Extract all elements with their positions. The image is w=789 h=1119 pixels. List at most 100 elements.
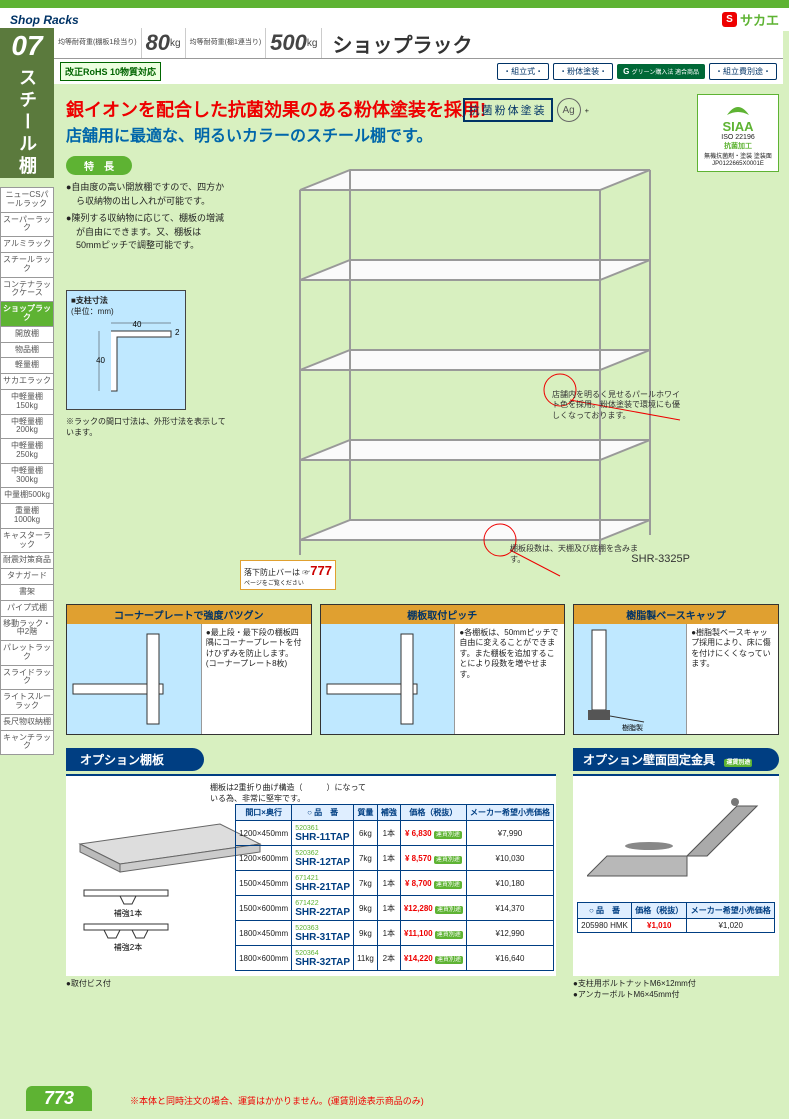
spec-per-unit-val: 500 [270,30,307,56]
siaa-title: SIAA [722,119,753,134]
svg-text:40: 40 [96,356,105,365]
side-tab[interactable]: 書架 [0,584,54,601]
ag-plus: + [585,106,589,115]
opt-list: ¥7,990 [467,821,554,846]
opt-col: メーカー希望小売価格 [467,805,554,821]
side-tab[interactable]: スライドラック [0,665,54,691]
spec-per-unit-label: 均等耐荷重(棚1連当り) [190,39,262,47]
svg-text:補強1本: 補強1本 [114,908,142,918]
brand-name: サカエ [740,10,779,29]
siaa-detail: 無機抗菌剤・塗装 塗装面 [704,154,772,160]
opt-mass: 7kg [354,846,378,871]
side-tab[interactable]: タナガード [0,568,54,585]
svg-text:40: 40 [133,320,142,329]
side-tab[interactable]: 中軽量棚250kg [0,438,54,464]
opt-price: ¥12,280 運賃別途 [400,896,466,921]
opt2-col-list: メーカー希望小売価格 [687,903,775,919]
feature-item: ●自由度の高い開放棚ですので、四方から収納物の出し入れが可能です。 [66,181,226,208]
opt2-price: ¥1,010 [632,919,687,933]
panel-ill-3: 樹脂製 [574,624,687,734]
hero-copy: 銀イオンを配合した抗菌効果のある粉体塗装を採用! 店舗用に最適な、明るいカラーの… [66,96,486,146]
option-wall-foot: ●支柱用ボルトナットM6×12mm付 ●アンカーボルトM6×45mm付 [573,978,779,1000]
opt2-col-model: ○ 品 番 [578,903,632,919]
side-tab[interactable]: ニューCSパールラック [0,187,54,213]
opt-size: 1500×600mm [236,896,292,921]
hero-line2: 店舗用に最適な、明るいカラーのスチール棚です。 [66,122,486,146]
side-tab[interactable]: キャスターラック [0,528,54,554]
side-tab[interactable]: 移動ラック・中2階 [0,616,54,642]
opt-col: 間口×奥行 [236,805,292,821]
svg-text:2: 2 [175,328,180,337]
opt2-col-price: 価格（税抜） [632,903,687,919]
opt-rein: 1本 [377,846,400,871]
side-tab[interactable]: 中量棚500kg [0,487,54,504]
opt2-list: ¥1,020 [687,919,775,933]
antibacterial-badge: 抗菌粉体塗装 Ag + [463,98,589,122]
tag-green: G グリーン購入法 適合商品 [617,64,705,79]
side-tab[interactable]: 重量棚1000kg [0,503,54,529]
side-tab[interactable]: ライトスルーラック [0,689,54,715]
option-wall-table: ○ 品 番 価格（税抜） メーカー希望小売価格 205980 HMK ¥1,01… [577,902,775,933]
product-image: 店舗内を明るく見せるパールホワイト色を採用。粉体塗装で環境にも優しくなっておりま… [240,160,700,590]
side-tab[interactable]: 耐震対策商品 [0,552,54,569]
product-title: ショップラック [322,29,472,58]
svg-text:補強2本: 補強2本 [114,942,142,952]
side-tab[interactable]: サカエラック [0,373,54,390]
feature-item: ●陳列する収納物に応じて、棚板の増減が自由にできます。又、棚板は50mmピッチで… [66,212,226,253]
opt-rein: 1本 [377,871,400,896]
side-tab[interactable]: 開放棚 [0,326,54,343]
opt-rein: 1本 [377,821,400,846]
panel-text: ●各棚板は、50mmピッチで自由に変えることができます。また棚板を追加することに… [455,624,564,734]
callout-shelf-count: 棚板段数は、天棚及び底棚を含みます。 [510,544,640,565]
opt-model: 520363SHR-31TAP [292,921,354,946]
option-shelf-head: オプション棚板 [66,748,204,771]
opt-list: ¥12,990 [467,921,554,946]
option-wall-area: ○ 品 番 価格（税抜） メーカー希望小売価格 205980 HMK ¥1,01… [573,774,779,976]
opt-model: 520361SHR-11TAP [292,821,354,846]
rohs-badge: 改正RoHS 10物質対応 [60,62,161,81]
pillar-note: ※ラックの間口寸法は、外形寸法を表示しています。 [66,416,226,438]
side-tab[interactable]: 物品棚 [0,342,54,359]
chapter-title: スチール棚 [14,68,40,178]
siaa-badge: SIAA ISO 22196 抗菌加工 無機抗菌剤・塗装 塗装面 JP01226… [697,94,779,172]
opt-list: ¥10,180 [467,871,554,896]
brand-s-icon: S [722,12,737,27]
side-tab[interactable]: 中軽量棚300kg [0,463,54,489]
side-tab[interactable]: コンテナラックケース [0,277,54,303]
side-tab[interactable]: キャンチラック [0,730,54,756]
side-tab[interactable]: パイプ式棚 [0,600,54,617]
opt-size: 1200×450mm [236,821,292,846]
base-cap-icon: 樹脂製 [574,624,686,732]
opt-col: 補強 [377,805,400,821]
feature-panel: コーナープレートで強度バツグン●最上段・最下段の棚板四隅にコーナープレートを付け… [66,604,312,735]
side-tab[interactable]: アルミラック [0,236,54,253]
pillar-diagram-icon: 40 40 2 [71,317,181,405]
side-tab[interactable]: 中軽量棚200kg [0,414,54,440]
opt-rein: 2本 [377,946,400,971]
side-tab[interactable]: ショップラック [0,301,54,327]
opt-col: ○ 品 番 [292,805,354,821]
side-tab[interactable]: 長尺物収納棚 [0,714,54,731]
panel-text: ●最上段・最下段の棚板四隅にコーナープレートを付けひずみを防止します。(コーナー… [202,624,311,734]
side-tab[interactable]: スーパーラック [0,212,54,238]
opt-list: ¥14,370 [467,896,554,921]
opt-mass: 6kg [354,821,378,846]
side-tab[interactable]: 軽量棚 [0,357,54,374]
side-tab[interactable]: スチールラック [0,252,54,278]
side-tab[interactable]: パレットラック [0,640,54,666]
svg-text:樹脂製: 樹脂製 [622,723,643,732]
callout-color: 店舗内を明るく見せるパールホワイト色を採用。粉体塗装で環境にも優しくなっておりま… [552,390,682,421]
bracket-icon [587,790,767,890]
side-tab[interactable]: 中軽量棚150kg [0,389,54,415]
header: 均等耐荷重(棚板1段当り) 80kg 均等耐荷重(棚1連当り) 500kg ショ… [54,28,783,84]
option-shelf-foot: ●取付ビス付 [66,978,111,989]
page-number: 773 [26,1086,92,1111]
section-title: Shop Racks [10,13,79,27]
features-block: 特 長 ●自由度の高い開放棚ですので、四方から収納物の出し入れが可能です。●陳列… [66,156,226,257]
opt-price: ¥11,100 運賃別途 [400,921,466,946]
chapter-number: 07 [0,28,54,62]
spec-per-shelf-unit: kg [170,38,181,49]
opt-size: 1800×450mm [236,921,292,946]
panel-head: コーナープレートで強度バツグン [67,605,311,624]
opt-rein: 1本 [377,921,400,946]
